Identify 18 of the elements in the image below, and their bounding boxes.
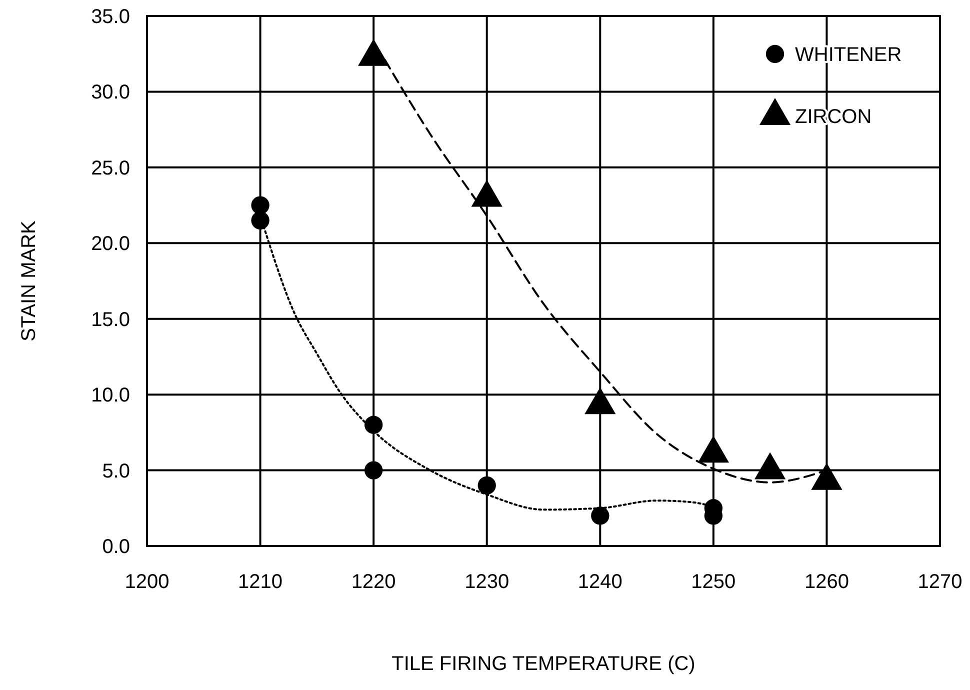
x-tick-label: 1230: [464, 571, 510, 593]
x-tick-label: 1240: [578, 571, 622, 593]
y-tick-label: 35.0: [91, 6, 130, 28]
x-tick-label: 1250: [691, 571, 736, 593]
y-tick-label: 25.0: [91, 157, 130, 180]
y-tick-label: 20.0: [91, 233, 130, 256]
x-axis-title: TILE FIRING TEMPERATURE (C): [392, 653, 696, 675]
y-tick-label: 15.0: [91, 308, 130, 331]
x-tick-label: 1210: [238, 571, 283, 593]
y-tick-label: 0.0: [102, 536, 130, 558]
y-axis-title: STAIN MARK: [18, 220, 40, 342]
y-tick-label: 5.0: [102, 460, 130, 482]
y-tick-label: 10.0: [91, 384, 130, 407]
x-tick-label: 1260: [804, 571, 849, 593]
x-tick-label: 1200: [124, 571, 170, 593]
y-tick-label: 30.0: [91, 82, 130, 104]
x-tick-label: 1270: [918, 571, 962, 593]
x-tick-label: 1220: [351, 571, 396, 593]
